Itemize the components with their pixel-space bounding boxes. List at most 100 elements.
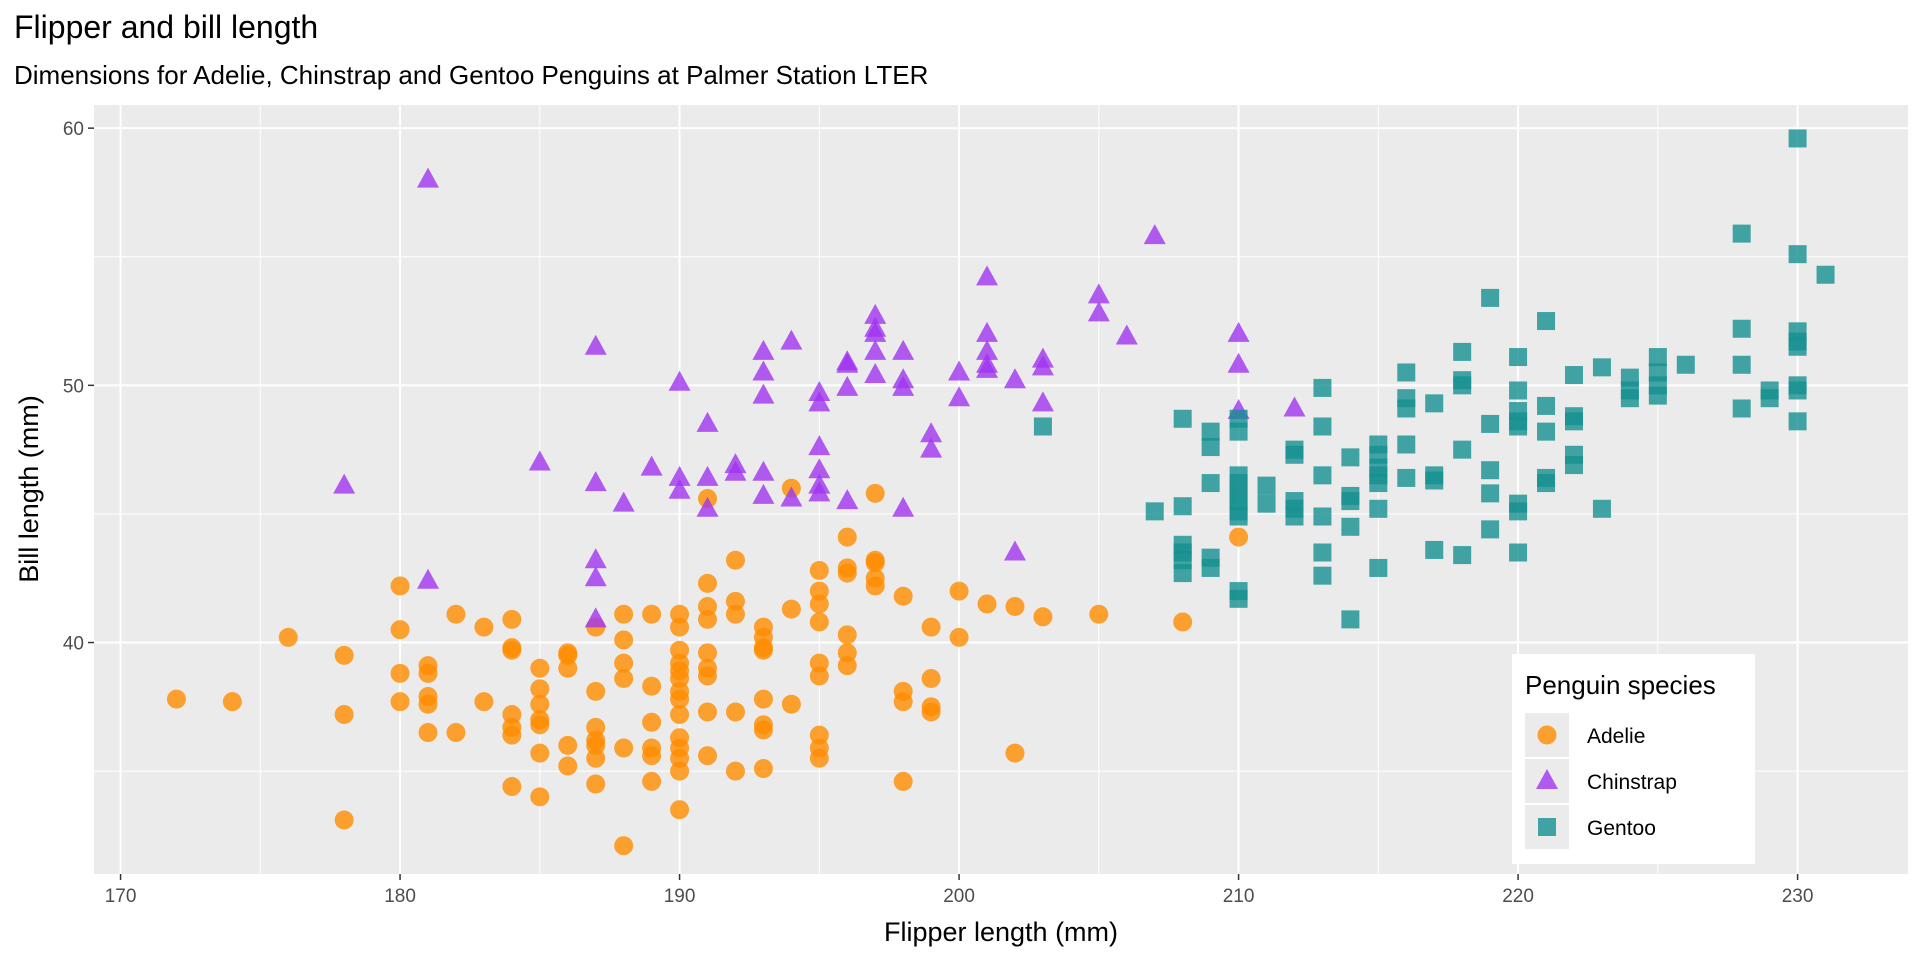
data-point-gentoo — [1732, 355, 1751, 374]
legend-key-triangle — [1536, 769, 1558, 789]
data-point-adelie — [614, 738, 634, 758]
y-tick-label: 60 — [63, 119, 84, 140]
data-point-gentoo — [1397, 435, 1416, 454]
data-point-gentoo — [1229, 589, 1248, 608]
data-point-chinstrap — [1003, 540, 1026, 561]
data-point-gentoo — [1620, 389, 1639, 408]
data-point-adelie — [446, 604, 466, 624]
data-point-adelie — [809, 561, 829, 581]
data-point-adelie — [166, 689, 186, 709]
data-point-adelie — [753, 759, 773, 779]
data-point-adelie — [977, 594, 997, 614]
data-point-gentoo — [1676, 355, 1695, 374]
data-point-gentoo — [1537, 422, 1556, 441]
data-point-gentoo — [1537, 312, 1556, 331]
data-point-adelie — [698, 666, 718, 686]
data-point-adelie — [865, 483, 885, 503]
data-point-gentoo — [1173, 497, 1192, 516]
data-point-chinstrap — [1031, 355, 1054, 376]
data-point-gentoo — [1285, 507, 1304, 526]
data-point-adelie — [586, 748, 606, 768]
legend-label: Chinstrap — [1587, 771, 1677, 794]
data-point-chinstrap — [752, 460, 775, 481]
data-point-chinstrap — [696, 465, 719, 486]
data-point-chinstrap — [612, 491, 635, 512]
data-point-gentoo — [1257, 476, 1276, 495]
data-point-chinstrap — [780, 486, 803, 507]
data-point-adelie — [698, 643, 718, 663]
data-point-chinstrap — [808, 391, 831, 412]
data-point-adelie — [809, 666, 829, 686]
data-point-adelie — [753, 640, 773, 660]
data-point-gentoo — [1397, 363, 1416, 382]
data-point-chinstrap — [1031, 391, 1054, 412]
data-point-adelie — [949, 581, 969, 601]
data-point-chinstrap — [892, 496, 915, 517]
data-point-gentoo — [1481, 288, 1500, 307]
data-point-gentoo — [1313, 566, 1332, 585]
legend-label: Adelie — [1587, 725, 1645, 748]
chart-title: Flipper and bill length — [14, 9, 318, 45]
data-point-adelie — [642, 676, 662, 696]
data-point-adelie — [670, 689, 690, 709]
legend-label: Gentoo — [1587, 817, 1656, 840]
data-point-adelie — [781, 599, 801, 619]
data-point-adelie — [474, 617, 494, 637]
x-tick-label: 230 — [1782, 886, 1814, 907]
data-point-gentoo — [1509, 543, 1528, 562]
data-point-adelie — [725, 702, 745, 722]
data-point-chinstrap — [864, 363, 887, 384]
data-point-chinstrap — [417, 568, 440, 589]
data-point-gentoo — [1201, 474, 1220, 493]
data-point-gentoo — [1788, 337, 1807, 356]
data-point-gentoo — [1564, 366, 1583, 385]
data-point-adelie — [558, 735, 578, 755]
data-point-adelie — [446, 723, 466, 743]
data-point-chinstrap — [892, 339, 915, 360]
data-point-adelie — [418, 723, 438, 743]
data-point-chinstrap — [1283, 396, 1306, 417]
chart-subtitle: Dimensions for Adelie, Chinstrap and Gen… — [14, 60, 928, 90]
data-point-chinstrap — [976, 357, 999, 378]
data-point-gentoo — [1592, 358, 1611, 377]
data-point-gentoo — [1788, 381, 1807, 400]
series-gentoo — [1033, 129, 1835, 629]
data-point-chinstrap — [528, 450, 551, 471]
y-axis: 40 50 60 — [63, 119, 94, 655]
data-point-gentoo — [1453, 440, 1472, 459]
data-point-adelie — [865, 553, 885, 573]
data-point-chinstrap — [668, 465, 691, 486]
data-point-adelie — [502, 640, 522, 660]
data-point-adelie — [809, 612, 829, 632]
data-point-chinstrap — [1227, 321, 1250, 342]
data-point-adelie — [334, 810, 354, 830]
data-point-gentoo — [1425, 471, 1444, 490]
data-point-adelie — [949, 627, 969, 647]
data-point-chinstrap — [1087, 301, 1110, 322]
data-point-adelie — [698, 746, 718, 766]
data-point-adelie — [614, 669, 634, 689]
data-point-gentoo — [1537, 474, 1556, 493]
data-point-gentoo — [1313, 543, 1332, 562]
data-point-adelie — [278, 627, 298, 647]
data-point-gentoo — [1481, 461, 1500, 480]
data-point-gentoo — [1229, 507, 1248, 526]
legend-title: Penguin species — [1525, 670, 1716, 700]
data-point-chinstrap — [864, 339, 887, 360]
data-point-adelie — [1229, 527, 1249, 547]
legend-key-circle — [1537, 725, 1557, 745]
data-point-gentoo — [1145, 502, 1164, 521]
data-point-chinstrap — [752, 360, 775, 381]
data-point-adelie — [642, 712, 662, 732]
series-adelie — [166, 478, 1249, 856]
data-point-adelie — [698, 702, 718, 722]
data-point-gentoo — [1788, 245, 1807, 264]
data-point-gentoo — [1285, 445, 1304, 464]
data-point-gentoo — [1537, 396, 1556, 415]
x-tick-label: 210 — [1223, 886, 1255, 907]
data-point-gentoo — [1564, 456, 1583, 475]
data-point-adelie — [921, 702, 941, 722]
data-point-gentoo — [1509, 417, 1528, 436]
